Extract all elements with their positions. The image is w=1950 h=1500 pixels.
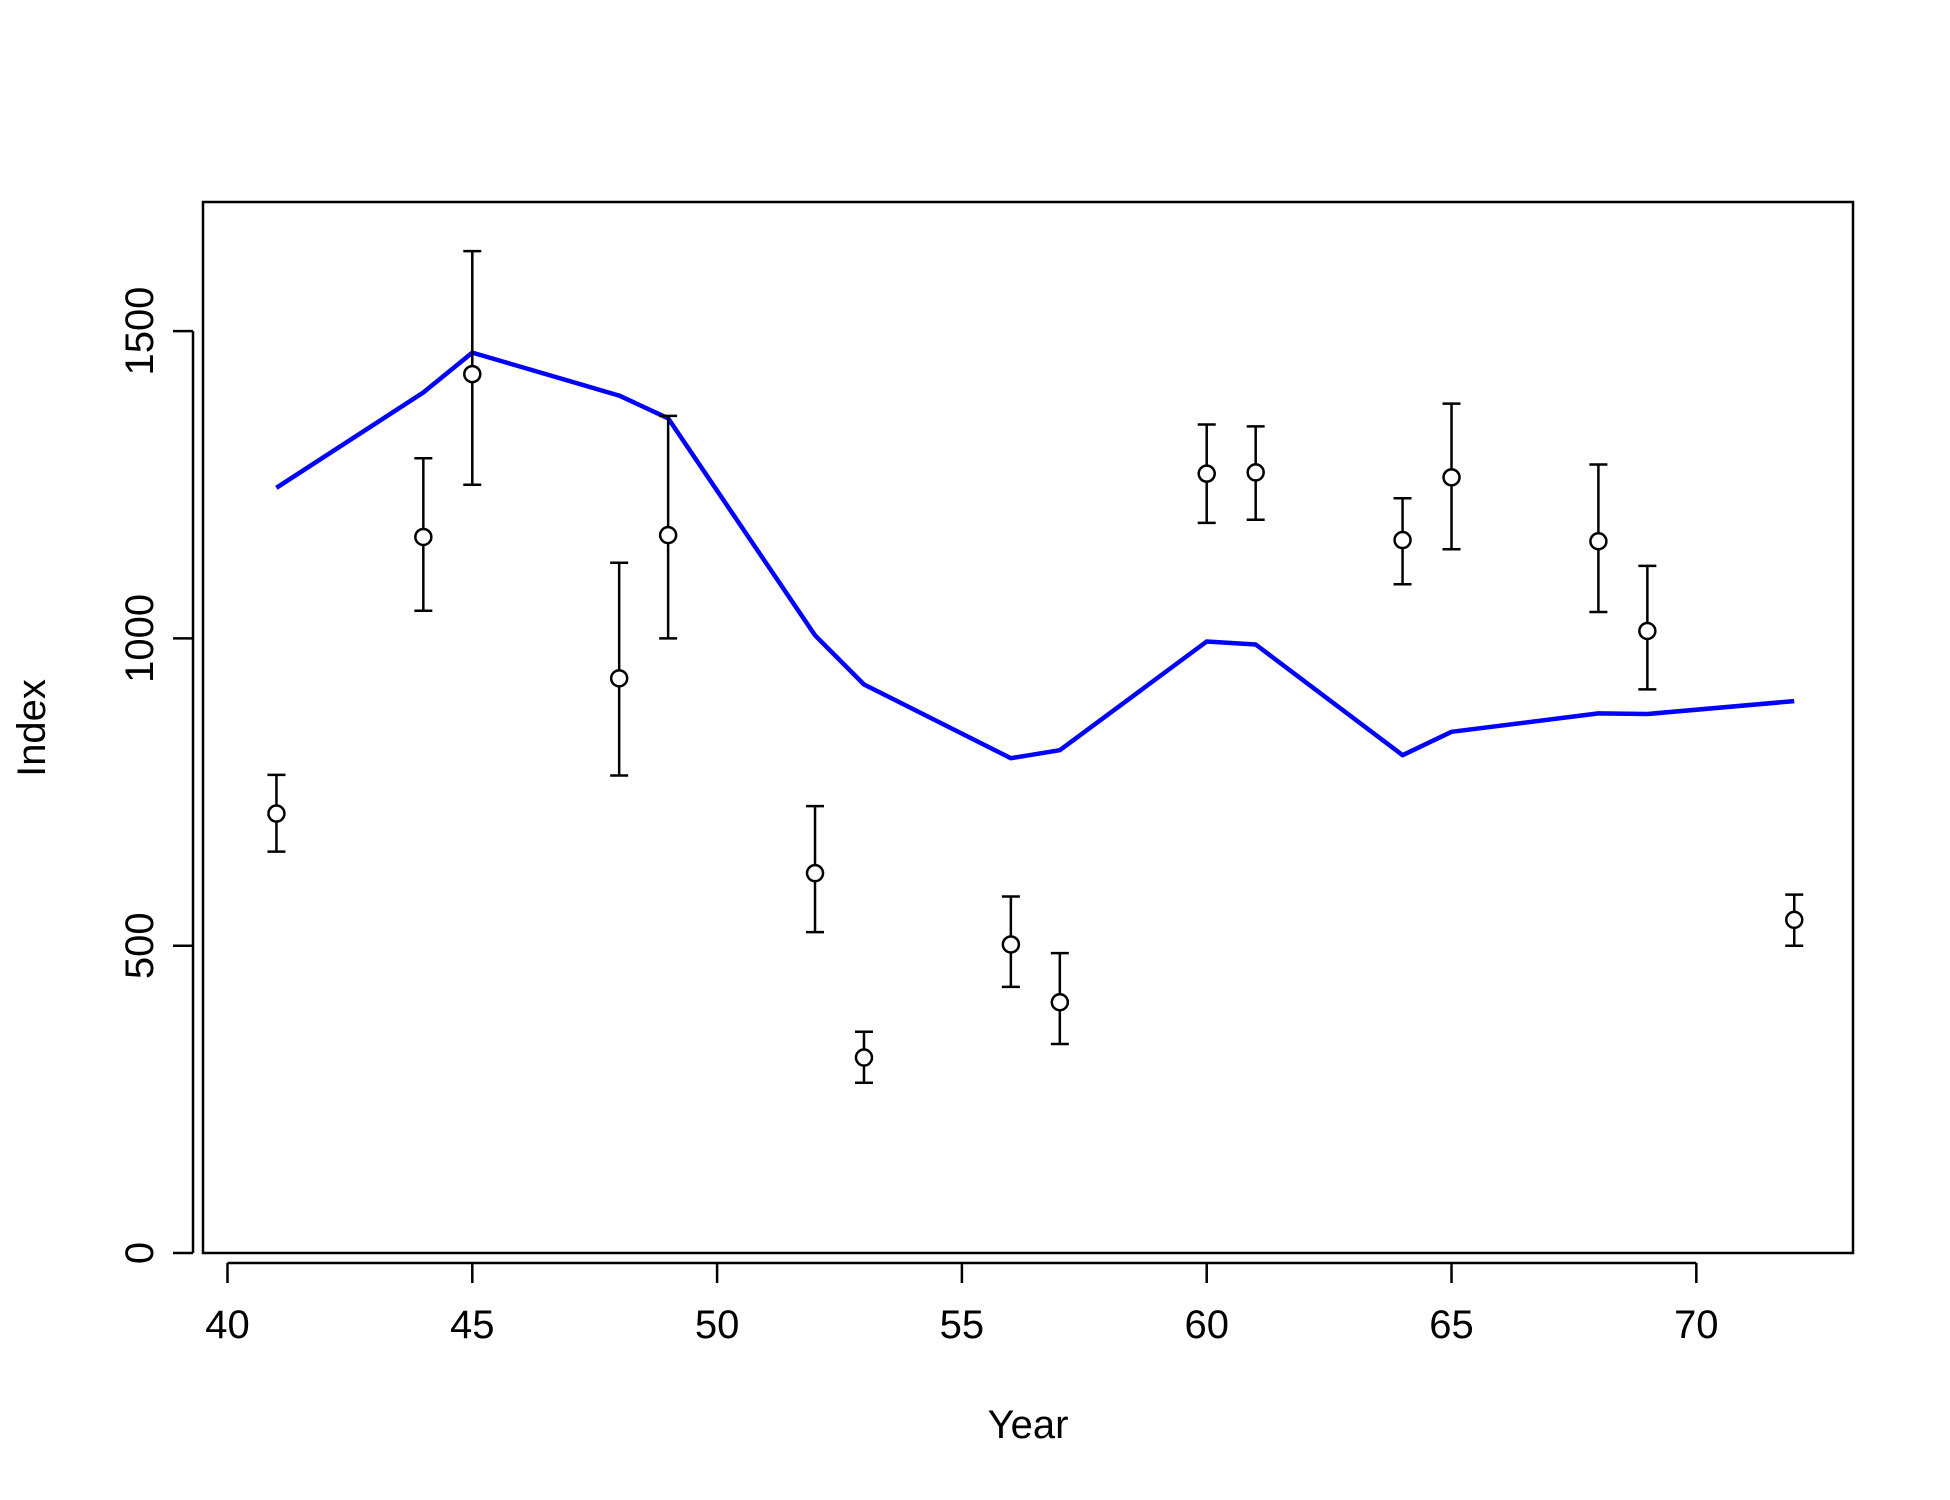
plot-frame: [201, 200, 1855, 1255]
y-tick-label: 1000: [118, 594, 162, 683]
data-point: [1246, 463, 1265, 482]
data-point: [463, 364, 482, 384]
x-tick-label: 40: [205, 1303, 250, 1347]
data-point: [1589, 532, 1608, 551]
y-tick-label: 500: [118, 912, 162, 979]
x-tick-label: 45: [450, 1303, 495, 1347]
data-point: [1638, 621, 1657, 641]
data-point: [609, 669, 629, 688]
data-point: [414, 527, 433, 547]
data-point: [658, 525, 678, 545]
x-tick-label: 55: [940, 1303, 985, 1347]
x-axis-title: Year: [988, 1403, 1069, 1447]
data-point: [1197, 464, 1216, 483]
data-point: [267, 804, 286, 823]
data-point: [1393, 530, 1412, 550]
series-layer: [267, 249, 1804, 1085]
x-tick-label: 60: [1184, 1303, 1229, 1347]
data-point: [1001, 935, 1021, 954]
data-point: [1442, 468, 1461, 487]
y-tick-label: 0: [118, 1242, 162, 1264]
data-point: [1784, 910, 1804, 930]
data-point: [1050, 992, 1070, 1012]
x-axis: 40 45 50 55 60 65 70: [205, 1261, 1719, 1347]
data-point: [805, 863, 825, 883]
y-axis: 0 500 1000 1500: [118, 287, 195, 1264]
x-tick-label: 65: [1429, 1303, 1474, 1347]
data-point: [854, 1048, 874, 1067]
x-tick-label: 50: [695, 1303, 740, 1347]
fitted-line: [275, 350, 1795, 761]
y-axis-title: Index: [10, 679, 54, 777]
y-tick-label: 1500: [118, 287, 162, 376]
x-tick-label: 70: [1674, 1303, 1719, 1347]
